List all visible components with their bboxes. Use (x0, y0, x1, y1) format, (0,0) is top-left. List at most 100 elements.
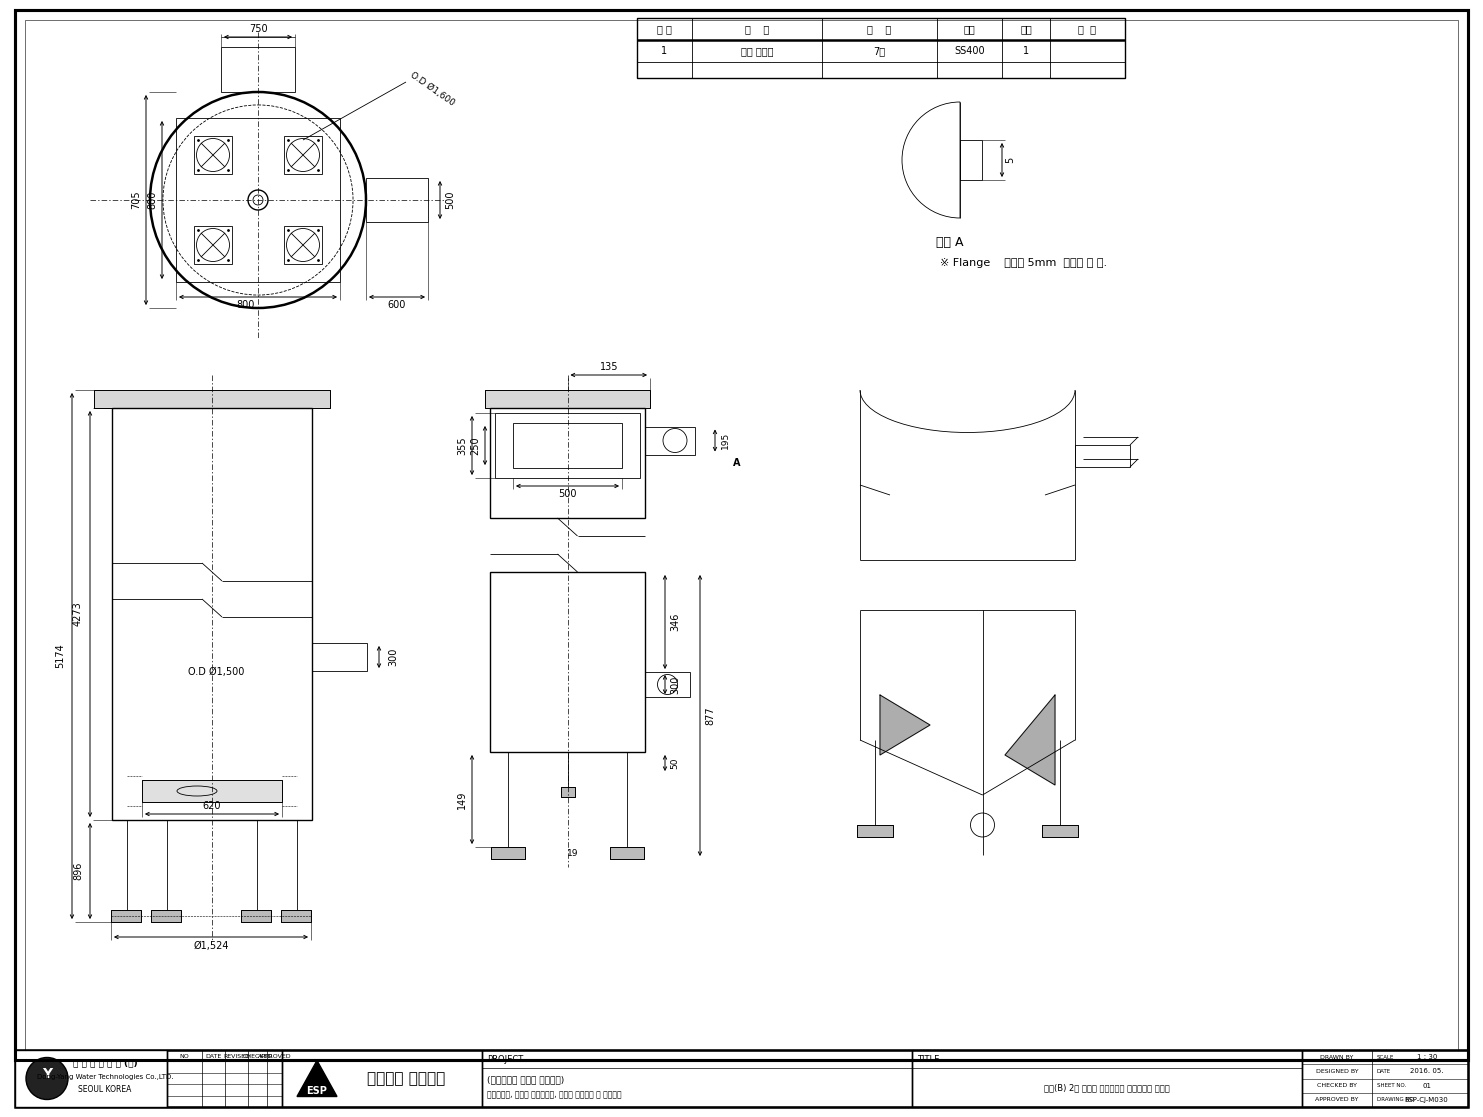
Text: 195: 195 (721, 432, 730, 449)
Text: 1: 1 (1023, 46, 1029, 56)
Text: APPROVED: APPROVED (258, 1053, 291, 1059)
Text: DESIGNED BY: DESIGNED BY (1315, 1069, 1358, 1073)
Bar (482, 1050, 912, 1107)
Text: DRAWING NO.: DRAWING NO. (1376, 1097, 1415, 1102)
Text: SS400: SS400 (954, 46, 985, 56)
Polygon shape (879, 695, 930, 755)
Bar (142, 780, 282, 802)
Text: SHEET NO.: SHEET NO. (1376, 1083, 1406, 1088)
Text: 규    격: 규 격 (868, 23, 891, 34)
Text: 농어식품목, 배출수 재체리시실, 자동화 구쳨습비 및 프로그램: 농어식품목, 배출수 재체리시실, 자동화 구쳨습비 및 프로그램 (486, 1090, 621, 1099)
Bar (561, 787, 574, 798)
Bar (242, 910, 271, 922)
Text: REVISED: REVISED (222, 1053, 251, 1059)
Bar (857, 825, 893, 837)
Text: 5: 5 (1005, 156, 1014, 163)
Text: 250: 250 (470, 436, 480, 455)
Bar (491, 847, 525, 859)
Text: PROJECT: PROJECT (486, 1054, 523, 1063)
Bar (194, 226, 231, 264)
Text: ESP-CJ-M030: ESP-CJ-M030 (1404, 1097, 1449, 1102)
Text: 상세 A: 상세 A (936, 237, 964, 249)
Bar (15, 1050, 1468, 1107)
Bar (151, 910, 181, 922)
Text: 19: 19 (567, 849, 578, 858)
Text: 01: 01 (1422, 1082, 1431, 1089)
Text: 750: 750 (249, 23, 267, 34)
Text: 500: 500 (558, 489, 577, 499)
Text: 이에스피 주식회사: 이에스피 주식회사 (366, 1071, 445, 1086)
Bar (485, 390, 650, 408)
Text: DATE: DATE (205, 1053, 221, 1059)
Text: Dong-Yang Water Technologies Co.,LTD.: Dong-Yang Water Technologies Co.,LTD. (37, 1075, 174, 1080)
Bar (242, 910, 271, 922)
Bar (638, 18, 1126, 78)
Text: ESP: ESP (307, 1086, 328, 1096)
Bar (1043, 825, 1078, 837)
Text: CHECKED BY: CHECKED BY (1317, 1083, 1357, 1088)
Bar (93, 390, 331, 408)
Bar (495, 413, 641, 478)
Text: DATE: DATE (1376, 1069, 1391, 1073)
Bar (113, 408, 311, 820)
Text: 300: 300 (389, 648, 397, 666)
Text: NO: NO (179, 1053, 190, 1059)
Text: 동 양 수 기 산 업 (주): 동 양 수 기 산 업 (주) (73, 1059, 138, 1068)
Text: 품    명: 품 명 (744, 23, 770, 34)
Text: 877: 877 (704, 706, 715, 725)
Text: SCALE: SCALE (1376, 1054, 1394, 1060)
Text: 800: 800 (237, 300, 255, 311)
Text: TITLE: TITLE (916, 1054, 939, 1063)
Bar (111, 910, 141, 922)
Text: 135: 135 (599, 362, 618, 372)
Text: 소방(B) 2차 배출수 재체리시실 혼화응집기 상세도: 소방(B) 2차 배출수 재체리시실 혼화응집기 상세도 (1044, 1083, 1170, 1092)
Text: 896: 896 (73, 862, 83, 880)
Text: 4273: 4273 (73, 602, 83, 627)
Text: 5174: 5174 (55, 643, 65, 668)
Circle shape (27, 1058, 68, 1099)
Text: 149: 149 (457, 791, 467, 809)
Bar (311, 643, 366, 671)
Text: 800: 800 (147, 191, 157, 209)
Text: APPROVED BY: APPROVED BY (1315, 1097, 1358, 1102)
Text: DRAWN BY: DRAWN BY (1320, 1054, 1354, 1060)
Text: Ø1,524: Ø1,524 (193, 941, 228, 951)
Bar (491, 847, 525, 859)
Bar (285, 226, 322, 264)
Bar (912, 1050, 1302, 1107)
Polygon shape (297, 1060, 337, 1097)
Text: 수량: 수량 (1020, 23, 1032, 34)
Text: (소방당수조 덕수조 사업관련): (소방당수조 덕수조 사업관련) (486, 1076, 564, 1085)
Text: 비  고: 비 고 (1078, 23, 1096, 34)
Bar (221, 47, 295, 92)
Text: 1: 1 (661, 46, 667, 56)
Bar (857, 825, 893, 837)
Bar (93, 390, 331, 408)
Bar (960, 140, 982, 180)
Text: 혼화 응집기: 혼화 응집기 (740, 46, 773, 56)
Bar (489, 572, 645, 752)
Bar (645, 672, 690, 697)
Bar (645, 427, 696, 455)
Bar (1302, 1050, 1468, 1107)
Bar (282, 1050, 482, 1107)
Text: O.D Ø1,600: O.D Ø1,600 (408, 70, 457, 107)
Text: O.D Ø1,500: O.D Ø1,500 (188, 667, 245, 677)
Text: A: A (733, 458, 740, 468)
Text: 7㎥: 7㎥ (873, 46, 885, 56)
Text: 500: 500 (445, 191, 455, 209)
Bar (485, 390, 650, 408)
Bar (285, 136, 322, 174)
Bar (1043, 825, 1078, 837)
Text: 品 번: 品 번 (657, 23, 672, 34)
Bar (280, 910, 311, 922)
Text: 705: 705 (131, 191, 141, 209)
Bar (610, 847, 644, 859)
Bar (489, 408, 645, 518)
Text: Y: Y (42, 1068, 52, 1081)
Text: 346: 346 (670, 613, 681, 631)
Text: 재질: 재질 (964, 23, 976, 34)
Text: 2016. 05.: 2016. 05. (1410, 1068, 1443, 1075)
Text: 300: 300 (670, 676, 681, 694)
Text: SEOUL KOREA: SEOUL KOREA (79, 1086, 132, 1095)
